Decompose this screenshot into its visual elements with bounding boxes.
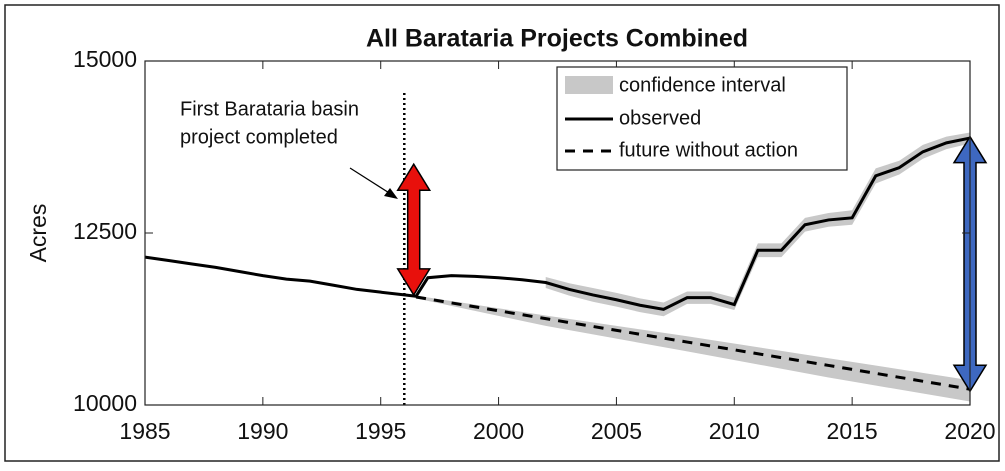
- double-arrow: [396, 162, 432, 297]
- legend-label: observed: [619, 107, 701, 129]
- annotation-text: First Barataria basin: [180, 98, 359, 120]
- y-tick-label: 15000: [73, 46, 137, 72]
- x-tick-label: 2010: [709, 418, 760, 444]
- annotation-arrowhead: [384, 188, 398, 199]
- annotation-text: project completed: [180, 126, 338, 148]
- x-tick-label: 1985: [119, 418, 170, 444]
- legend-label: confidence interval: [619, 74, 786, 96]
- x-tick-label: 1995: [355, 418, 406, 444]
- x-tick-label: 1990: [237, 418, 288, 444]
- x-tick-label: 2005: [591, 418, 642, 444]
- confidence-band: [416, 295, 971, 402]
- legend-swatch: [565, 76, 613, 94]
- frame: [4, 4, 1000, 462]
- y-tick-label: 12500: [73, 218, 137, 244]
- y-axis-label: Acres: [25, 204, 51, 263]
- series-line: [415, 295, 971, 391]
- legend-label: future without action: [619, 139, 798, 161]
- series-line: [144, 136, 971, 311]
- y-tick-label: 10000: [73, 390, 137, 416]
- x-tick-label: 2000: [473, 418, 524, 444]
- x-tick-label: 2020: [944, 418, 995, 444]
- x-tick-label: 2015: [827, 418, 878, 444]
- chart-title: All Barataria Projects Combined: [366, 25, 748, 53]
- annotation-arrow: [349, 167, 395, 197]
